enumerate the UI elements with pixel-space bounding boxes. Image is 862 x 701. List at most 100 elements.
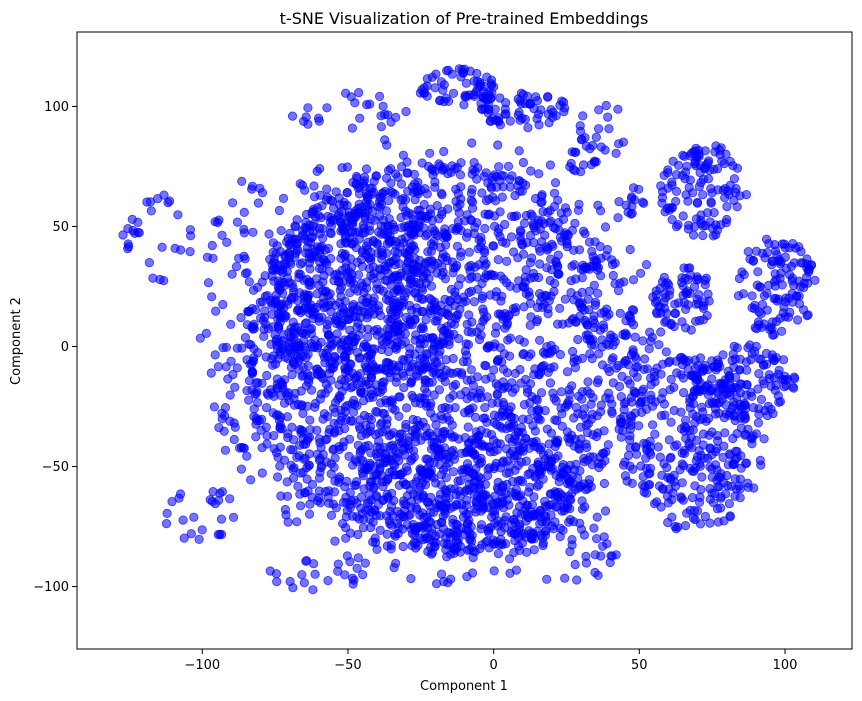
scatter-point: [474, 439, 484, 449]
scatter-point: [555, 349, 566, 360]
scatter-point: [402, 157, 412, 167]
scatter-point: [762, 305, 772, 315]
scatter-point: [230, 422, 240, 432]
scatter-point: [286, 444, 296, 455]
scatter-point: [588, 252, 598, 262]
scatter-point: [227, 269, 237, 279]
scatter-point: [779, 302, 789, 312]
scatter-point: [217, 408, 227, 418]
scatter-point: [593, 288, 603, 298]
scatter-point: [386, 257, 396, 267]
scatter-point: [571, 147, 581, 157]
scatter-point: [230, 382, 240, 392]
scatter-point: [651, 307, 662, 317]
scatter-point: [672, 440, 682, 450]
scatter-point: [741, 365, 752, 375]
scatter-point: [417, 283, 427, 293]
scatter-point: [729, 401, 739, 411]
scatter-point: [469, 297, 479, 307]
scatter-point: [660, 207, 670, 217]
scatter-point: [398, 194, 408, 204]
scatter-point: [429, 507, 439, 518]
scatter-point: [546, 454, 556, 465]
scatter-point: [745, 254, 755, 264]
scatter-point: [729, 195, 739, 206]
scatter-point: [658, 388, 668, 398]
scatter-point: [467, 138, 477, 148]
scatter-point: [600, 506, 611, 516]
scatter-point: [155, 274, 165, 285]
scatter-point: [305, 499, 315, 509]
scatter-point: [534, 218, 544, 228]
scatter-point: [593, 349, 604, 359]
scatter-point: [484, 543, 494, 553]
scatter-point: [495, 421, 505, 431]
scatter-point: [702, 208, 713, 218]
scatter-point: [416, 294, 427, 304]
scatter-point: [680, 520, 691, 531]
scatter-point: [642, 364, 653, 374]
scatter-point: [651, 290, 662, 300]
scatter-point: [519, 399, 530, 410]
scatter-point: [688, 230, 699, 240]
scatter-point: [378, 481, 388, 492]
scatter-point: [567, 488, 577, 498]
scatter-point: [469, 158, 479, 168]
scatter-point: [567, 346, 578, 357]
scatter-point: [170, 243, 180, 253]
scatter-point: [361, 429, 371, 439]
scatter-point: [347, 123, 357, 133]
scatter-point: [772, 250, 782, 260]
scatter-point: [317, 241, 327, 251]
scatter-point: [531, 394, 541, 404]
scatter-point: [509, 413, 520, 424]
scatter-point: [714, 482, 724, 492]
scatter-point: [382, 140, 392, 150]
scatter-point: [405, 367, 415, 377]
scatter-point: [497, 237, 508, 247]
scatter-point: [475, 385, 485, 396]
scatter-point: [262, 370, 272, 381]
scatter-point: [314, 116, 324, 126]
scatter-point: [425, 148, 435, 158]
scatter-point: [625, 443, 635, 453]
scatter-point: [374, 436, 384, 446]
scatter-point: [395, 429, 405, 439]
scatter-point: [441, 532, 451, 543]
scatter-point: [558, 492, 569, 502]
scatter-point: [118, 230, 128, 240]
scatter-point: [318, 286, 328, 296]
scatter-point: [498, 503, 509, 513]
scatter-point: [264, 229, 274, 239]
scatter-point: [439, 146, 449, 157]
scatter-point: [318, 277, 328, 287]
scatter-point: [339, 423, 350, 434]
scatter-point: [364, 490, 374, 500]
scatter-point: [222, 237, 232, 247]
scatter-point: [458, 356, 468, 367]
scatter-point: [400, 450, 410, 460]
scatter-point: [356, 278, 367, 288]
scatter-point: [575, 121, 585, 131]
scatter-point: [287, 111, 298, 121]
scatter-point: [462, 210, 472, 220]
scatter-point: [401, 479, 411, 490]
scatter-point: [503, 161, 514, 171]
scatter-point: [246, 475, 256, 485]
scatter-point: [556, 403, 566, 413]
scatter-point: [410, 195, 420, 205]
scatter-point: [373, 306, 384, 316]
scatter-point: [287, 422, 297, 432]
scatter-point: [251, 432, 261, 442]
scatter-point: [298, 116, 309, 126]
scatter-point: [347, 239, 357, 249]
scatter-point: [574, 391, 584, 401]
scatter-point: [747, 291, 757, 301]
scatter-point: [626, 416, 636, 426]
scatter-point: [376, 122, 386, 132]
scatter-point: [620, 356, 630, 366]
scatter-point: [361, 164, 372, 174]
scatter-point: [329, 462, 339, 472]
scatter-point: [501, 256, 512, 266]
scatter-point: [271, 410, 282, 420]
